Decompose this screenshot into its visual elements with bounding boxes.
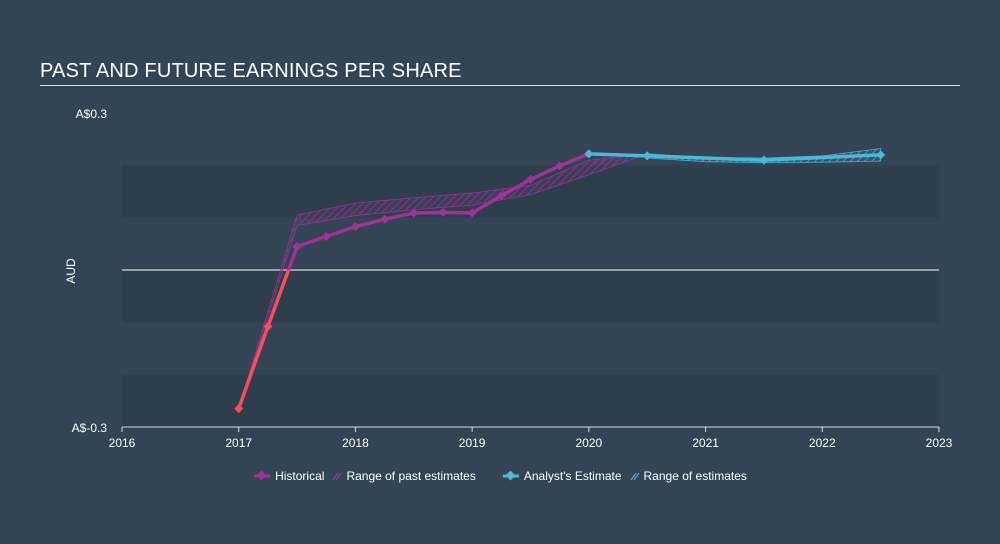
legend-estimate-label: Analyst's Estimate <box>523 469 622 483</box>
band-2 <box>122 270 939 323</box>
legend-historical[interactable]: Historical <box>253 469 324 483</box>
title-divider <box>40 85 960 86</box>
legend-past-range-label: Range of past estimates <box>346 469 476 483</box>
x-tick-label-2019: 2019 <box>459 436 486 450</box>
x-tick-label-2018: 2018 <box>342 436 369 450</box>
estimate-point-0 <box>584 149 594 159</box>
x-tick-label-2020: 2020 <box>576 436 603 450</box>
historical-swatch-icon <box>254 471 271 481</box>
y-tick-bottom: A$-0.3 <box>72 421 108 435</box>
historical-point-7 <box>438 207 448 217</box>
estimate-point-1 <box>642 151 652 161</box>
historical-point-2 <box>292 241 302 251</box>
series-markers <box>234 149 886 414</box>
legend-future-range[interactable]: Range of estimates <box>630 469 747 483</box>
y-axis-label: AUD <box>64 258 78 284</box>
x-tick-label-2022: 2022 <box>809 436 836 450</box>
estimate-swatch-icon <box>502 471 519 481</box>
historical-point-5 <box>380 214 390 224</box>
historical-point-4 <box>350 222 360 232</box>
estimate-line <box>588 152 881 162</box>
legend: Historical Range of past estimates Analy… <box>0 469 1000 483</box>
legend-past-range[interactable]: Range of past estimates <box>332 469 476 483</box>
historical-point-8 <box>467 208 477 218</box>
future-range-swatch-icon <box>630 472 640 481</box>
background-bands <box>122 165 939 427</box>
x-tick-label-2023: 2023 <box>926 436 953 450</box>
estimate-point-3 <box>876 150 886 160</box>
legend-estimate[interactable]: Analyst's Estimate <box>502 469 622 483</box>
chart-title: PAST AND FUTURE EARNINGS PER SHARE <box>40 60 462 82</box>
historical-point-3 <box>321 232 331 242</box>
y-tick-top: A$0.3 <box>76 107 108 121</box>
historical-point-1 <box>263 322 273 332</box>
legend-historical-label: Historical <box>275 469 325 483</box>
past-range-swatch-icon <box>332 472 342 481</box>
historical-point-11 <box>555 161 565 171</box>
historical-point-6 <box>409 208 419 218</box>
historical-point-0 <box>234 404 244 414</box>
x-tick-label-2021: 2021 <box>692 436 719 450</box>
x-tick-label-2016: 2016 <box>109 436 136 450</box>
band-0 <box>122 374 939 427</box>
x-tick-label-2017: 2017 <box>225 436 252 450</box>
historical-point-9 <box>496 191 506 201</box>
axes: 2016 2017 2018 2019 2020 2021 2022 2023 <box>109 269 953 450</box>
estimate-point-2 <box>759 155 769 165</box>
legend-future-range-label: Range of estimates <box>643 469 747 483</box>
historical-point-10 <box>526 174 535 184</box>
